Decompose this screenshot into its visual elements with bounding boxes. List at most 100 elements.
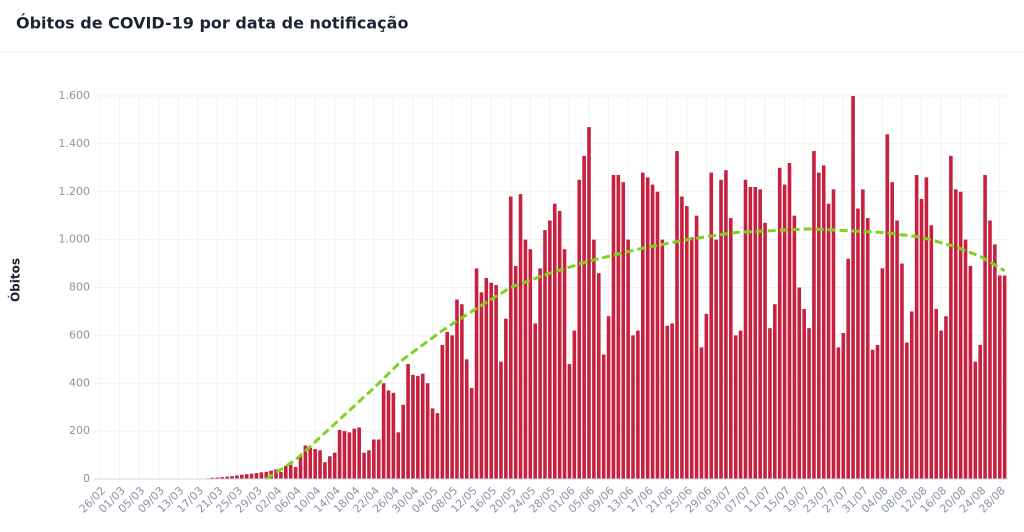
bar [430, 408, 435, 479]
bar [865, 218, 870, 480]
bar [235, 475, 239, 479]
bar [376, 439, 381, 479]
bar [528, 249, 533, 479]
bar [596, 273, 601, 479]
bar [699, 347, 704, 479]
bar [704, 313, 709, 479]
bar [420, 373, 425, 479]
bar [636, 330, 640, 479]
bar [587, 127, 591, 480]
bar [342, 431, 347, 479]
bar [665, 325, 670, 479]
bar [777, 167, 782, 479]
bar [934, 309, 938, 479]
bar [792, 215, 797, 479]
bar [313, 449, 317, 479]
bar [680, 196, 684, 479]
bar [978, 344, 982, 479]
y-tick-label: 1.000 [59, 233, 91, 246]
y-tick-label: 0 [83, 472, 90, 485]
bar [323, 462, 327, 479]
bar [552, 203, 557, 479]
bar [890, 182, 894, 480]
bar [821, 165, 826, 479]
bar [582, 155, 586, 479]
bar [592, 239, 596, 479]
bar [914, 174, 919, 479]
bar [543, 230, 547, 479]
bar [929, 225, 934, 479]
bar [548, 220, 552, 479]
bar [567, 364, 572, 479]
bar [919, 198, 924, 479]
bar [846, 258, 850, 479]
bar [909, 311, 914, 479]
bar [425, 383, 430, 479]
bar [513, 265, 518, 479]
bar [768, 328, 772, 479]
bar [318, 450, 322, 479]
bar [504, 318, 508, 479]
bar [416, 376, 420, 479]
bar [675, 151, 679, 479]
bar [435, 413, 440, 479]
bar [875, 344, 880, 479]
bar [763, 222, 767, 479]
bar [562, 249, 567, 479]
bar [254, 473, 259, 479]
bar [332, 452, 337, 479]
bar [474, 268, 479, 479]
bar [489, 282, 493, 479]
y-tick-label: 400 [69, 376, 90, 389]
bar [538, 268, 542, 479]
bar [367, 450, 371, 479]
y-tick-label: 200 [69, 424, 90, 437]
bar [831, 189, 836, 479]
bar [714, 239, 718, 479]
bar [215, 477, 220, 479]
bar [396, 432, 401, 479]
bar [812, 151, 816, 479]
bar [357, 427, 361, 479]
bar [660, 239, 665, 479]
bar [973, 361, 978, 479]
bar [508, 196, 513, 479]
bar [748, 186, 753, 479]
bar [729, 218, 733, 480]
bar [484, 277, 489, 479]
bar [479, 292, 484, 479]
bar [851, 96, 855, 479]
bar [782, 184, 787, 479]
bar [645, 177, 650, 479]
bar [797, 287, 802, 479]
bar [968, 265, 973, 479]
bar [533, 323, 538, 479]
bar [983, 174, 987, 479]
bar [406, 364, 410, 479]
bar [616, 174, 621, 479]
bar [939, 330, 943, 479]
bar [210, 477, 215, 479]
bar [264, 471, 269, 479]
bar [738, 330, 743, 479]
bar [826, 203, 831, 479]
bar [240, 474, 244, 479]
bar [1002, 275, 1007, 479]
bar [411, 374, 415, 479]
bar [386, 390, 391, 479]
bar [870, 349, 875, 479]
bar [733, 335, 738, 479]
bar [362, 452, 366, 479]
bar [259, 472, 264, 479]
bar [685, 206, 689, 480]
bar [572, 330, 577, 479]
bar [958, 191, 963, 479]
bar [464, 359, 469, 479]
bar [709, 172, 714, 479]
bar [841, 332, 846, 479]
bar [963, 239, 968, 479]
bar [606, 316, 611, 479]
bar [293, 467, 298, 479]
chart-title: Óbitos de COVID-19 por data de notificaç… [16, 14, 408, 33]
bar [455, 299, 459, 479]
